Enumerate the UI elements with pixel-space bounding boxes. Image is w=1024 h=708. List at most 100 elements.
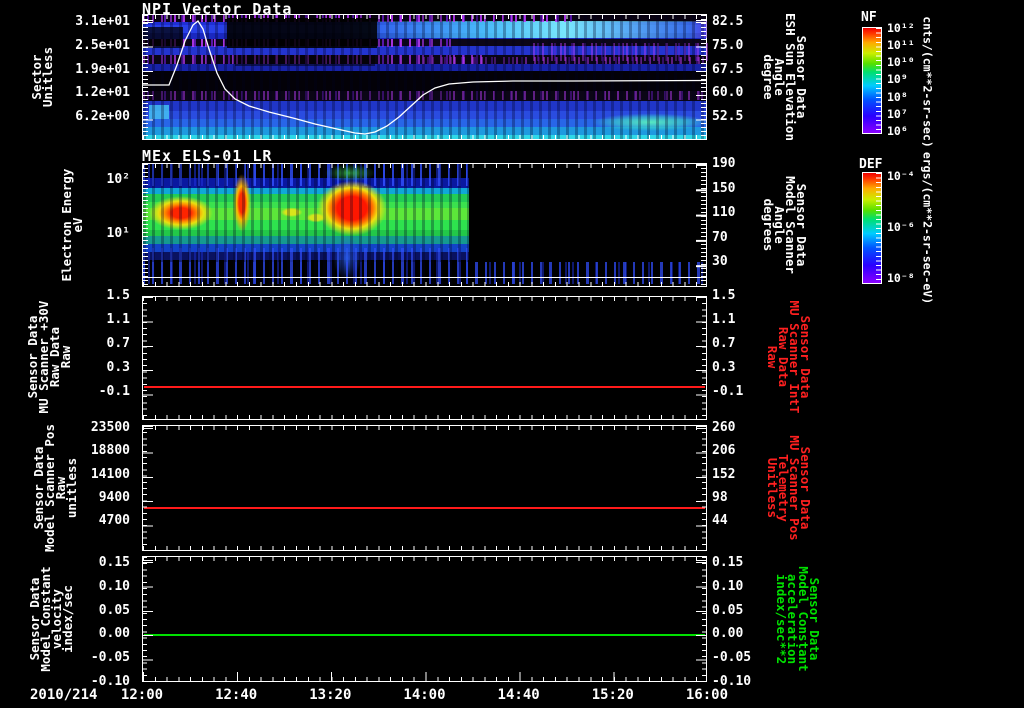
colorbar-nf	[862, 27, 882, 134]
panel2-els-spectrogram	[142, 163, 707, 287]
colorbar-nf-tick: 10¹²	[887, 21, 915, 35]
npi-speckle-row5	[143, 91, 708, 100]
panel4-y2tick-label: 44	[712, 513, 728, 528]
panel1-npi-spectrogram	[142, 14, 708, 140]
els-speckle-mid	[143, 248, 469, 262]
x-axis-tick-label: 15:20	[591, 687, 634, 703]
panel4-red-line	[144, 507, 705, 509]
x-axis-tick-label: 12:40	[215, 687, 258, 703]
colorbar-nf-tick: 10⁸	[887, 89, 908, 104]
panel4-ytick-label: 4700	[98, 513, 130, 528]
panel5-ytick-label: -0.05	[90, 650, 130, 666]
panel1-left-axis-label: Sector Unitless	[29, 46, 55, 108]
panel3-ytick-label: -0.1	[98, 384, 130, 399]
colorbar-nf-ticks-comb	[876, 28, 881, 133]
panel3-ytick-label: 1.1	[106, 312, 130, 327]
panel3-ytick-label: 0.3	[106, 360, 130, 375]
els-yellow-patches	[277, 206, 329, 224]
npi-cyan-patch-top	[333, 21, 707, 38]
colorbar-nf-tick: 10⁹	[887, 72, 908, 87]
panel1-ytick-label: 6.2e+00	[75, 109, 130, 124]
panel3-ytick-label: 1.5	[106, 288, 130, 303]
els-speckle-top	[143, 164, 469, 186]
colorbar-nf-units: cnts/(cm**2-sr-sec)	[920, 16, 935, 148]
panel5-y2tick-label: 0.15	[712, 555, 744, 570]
x-axis-tick-label: 14:40	[497, 687, 540, 703]
panel4-ymajor-left	[143, 426, 153, 550]
panel3-right-axis-label: Sensor Data MU Scanner IntT Raw Data Raw	[765, 300, 813, 414]
panel3-ymajor-left	[143, 297, 153, 419]
panel3-y2tick-label: 0.3	[712, 360, 736, 375]
panel2-yticks-left	[143, 164, 148, 286]
colorbar-def-tick: 10⁻⁶	[887, 220, 915, 234]
panel4-right-axis-label: Sensor Data MU Scanner Pos Telemetry Uni…	[765, 435, 813, 541]
colorbar-nf-tick-labels: 10¹² 10¹¹ 10¹⁰ 10⁹ 10⁸ 10⁷ 10⁶	[887, 21, 915, 138]
panel5-y2tick-label: -0.05	[712, 650, 752, 666]
panel3-mu-scanner-30v	[142, 296, 707, 420]
panel2-y2tick-label: 190	[712, 156, 736, 171]
panel1-ymajor-left	[143, 15, 153, 139]
panel5-ymajor-left	[143, 557, 153, 681]
panel2-ymajor-right	[696, 164, 706, 286]
panel4-ytick-label: 18800	[90, 443, 130, 459]
panel4-ymajor-right	[696, 426, 706, 550]
colorbar-def-tick-labels: 10⁻⁴ 10⁻⁶ 10⁻⁸	[887, 169, 915, 285]
panel2-left-tick-labels: 10² 10¹	[58, 172, 130, 240]
panel5-right-tick-labels: 0.15 0.10 0.05 0.00 -0.05 -0.10	[712, 555, 776, 689]
x-axis-tick-label: 16:00	[685, 687, 729, 703]
els-inner-axis-line	[143, 277, 706, 278]
els-speckle-bottom	[143, 262, 706, 284]
panel1-ytick-label: 1.2e+01	[75, 85, 130, 101]
colorbar-def-units: ergs/(cm**2-sr-sec-eV)	[920, 151, 935, 305]
panel1-ytick-label: 2.5e+01	[75, 37, 130, 53]
npi-overlay-curve	[143, 18, 706, 135]
panel3-ymajor-right	[696, 297, 706, 419]
panel4-right-tick-labels: 260 206 152 98 44	[712, 420, 776, 528]
panel4-left-tick-labels: 23500 18800 14100 9400 4700	[58, 420, 130, 528]
panel1-title: NPI Vector Data	[142, 0, 293, 18]
panel2-xticks-top	[143, 164, 706, 168]
colorbar-nf-tick: 10⁷	[887, 106, 908, 121]
panel1-y2tick-label: 60.0	[712, 85, 744, 101]
panel5-right-axis-label: Sensor Data Model Constant acceleration …	[774, 566, 822, 672]
panel5-y2tick-label: -0.10	[712, 673, 752, 689]
panel3-y2tick-label: 1.1	[712, 312, 736, 327]
panel4-ytick-label: 9400	[98, 489, 130, 505]
panel5-ytick-label: 0.10	[98, 578, 130, 594]
colorbar-nf-title: NF	[861, 10, 877, 25]
els-red-streak	[233, 174, 251, 232]
panel5-ytick-label: 0.00	[98, 626, 130, 642]
panel5-left-tick-labels: 0.15 0.10 0.05 0.00 -0.05 -0.10	[58, 556, 130, 688]
colorbar-def-ticks-comb	[876, 173, 881, 283]
x-axis-tick-labels: 12:00 12:40 13:20 14:00 14:40 15:20 16:00	[114, 687, 735, 703]
panel1-ymajor-right	[696, 15, 706, 139]
x-axis-tick-label: 12:00	[120, 687, 164, 703]
colorbar-def-title: DEF	[859, 157, 883, 172]
panel1-xticks-top	[143, 15, 706, 19]
panel4-ytick-label: 14100	[90, 466, 130, 482]
panel4-y2tick-label: 152	[712, 466, 736, 482]
npi-cyan-block-left	[149, 105, 169, 119]
panel5-y2tick-label: 0.00	[712, 626, 744, 642]
panel1-ytick-label: 1.9e+01	[75, 61, 130, 77]
els-red-blob-1	[149, 196, 213, 230]
panel2-xticks	[143, 282, 706, 286]
panel2-right-axis-label: Sensor Data Model Scanner Angle degrees	[761, 176, 809, 274]
panel3-y2tick-label: 0.7	[712, 336, 736, 351]
colorbar-nf-tick: 10¹⁰	[887, 55, 915, 70]
x-axis-tick-label: 14:00	[403, 687, 446, 703]
panel4-y2tick-label: 98	[712, 489, 728, 505]
panel1-y2tick-label: 67.5	[712, 61, 744, 77]
panel3-y2tick-label: -0.1	[712, 384, 744, 399]
panel5-xmajor	[143, 672, 706, 681]
panel1-right-axis-label: Sensor Data ESH Sun Elevation Angle degr…	[761, 13, 809, 141]
npi-speckle-row4	[423, 57, 708, 64]
panel2-y2tick-label: 150	[712, 180, 736, 196]
panel3-red-line	[144, 386, 705, 388]
panel4-ytick-label: 23500	[90, 420, 130, 435]
panel4-y2tick-label: 260	[712, 420, 736, 435]
panel2-ytick-label: 10²	[106, 172, 130, 187]
panel4-model-scanner-pos	[142, 425, 707, 551]
colorbar-def-tick: 10⁻⁴	[887, 169, 915, 183]
panel1-y2tick-label: 75.0	[712, 37, 744, 53]
